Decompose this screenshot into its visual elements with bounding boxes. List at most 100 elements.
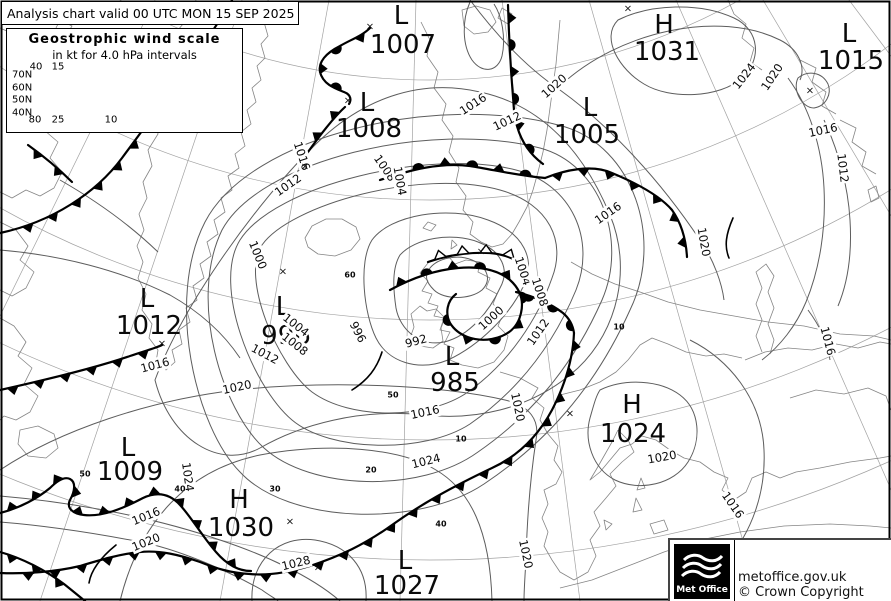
- isobar: [0, 521, 279, 601]
- cold-front-symbol: [329, 110, 340, 121]
- isobar: [469, 0, 725, 301]
- logo-waves-icon: [680, 553, 724, 579]
- chart-title: Analysis chart valid 00 UTC MON 15 SEP 2…: [7, 5, 295, 21]
- cold-front-symbol: [233, 572, 245, 581]
- trough-line: [88, 544, 117, 584]
- occluded-front: [388, 266, 524, 341]
- cold-front-symbol: [55, 577, 65, 588]
- isobar: [610, 6, 756, 96]
- cold-front-symbol: [439, 157, 452, 166]
- cold-front-symbol: [555, 392, 566, 404]
- warm-front-symbol: [330, 45, 342, 55]
- coast-canada2: [0, 221, 35, 297]
- cold-front: [543, 167, 689, 259]
- cold-front-symbol: [85, 366, 98, 376]
- cold-front-symbol: [319, 62, 328, 75]
- coast-uk: [419, 255, 509, 369]
- cold-front-symbol: [181, 556, 193, 566]
- copyright: © Crown Copyright: [738, 585, 864, 600]
- cold-front-symbol: [677, 236, 687, 249]
- isobar: [823, 119, 851, 307]
- cold-front-symbol: [49, 569, 61, 579]
- chart-title-box: Analysis chart valid 00 UTC MON 15 SEP 2…: [1, 1, 299, 25]
- isobar: [587, 381, 698, 487]
- coast-greenland: [136, 0, 272, 371]
- coast-france-iberia: [499, 371, 635, 581]
- wind-scale-lat-label: 60N: [12, 82, 33, 94]
- cold-front-symbol: [478, 243, 494, 254]
- cold-front-symbol: [312, 132, 323, 142]
- cold-front-symbol: [502, 456, 513, 467]
- cold-front-symbol: [47, 211, 58, 222]
- warm-front-symbol: [519, 169, 532, 177]
- isobar: [0, 495, 341, 601]
- coast-norway: [420, 19, 561, 248]
- cold-front-symbol: [174, 498, 185, 508]
- cold-front-symbol: [447, 260, 460, 270]
- isobar: [761, 77, 825, 361]
- cold-front-symbol: [191, 519, 202, 530]
- wind-scale-bottom-label: 25: [51, 114, 65, 126]
- cold-front-symbol: [629, 180, 641, 191]
- coast-faroe: [422, 221, 458, 250]
- cold-front-symbol: [6, 501, 19, 512]
- cold-front-symbol: [669, 211, 680, 223]
- wind-scale-lat-label: 50N: [12, 94, 33, 106]
- coast-iceland: [304, 218, 361, 257]
- footer-text: metoffice.gov.uk © Crown Copyright: [734, 540, 891, 601]
- wind-scale-bottom-label: 80: [28, 114, 42, 126]
- cold-front-symbol: [510, 65, 520, 78]
- cold-front-symbol: [33, 149, 44, 160]
- cold-front-symbol: [207, 564, 219, 575]
- wind-scale-subtitle: in kt for 4.0 hPa intervals: [52, 48, 197, 62]
- coast-gotland: [867, 185, 880, 203]
- cold-front-symbol: [71, 506, 84, 516]
- isobar: [426, 256, 488, 298]
- cold-front-symbol: [33, 379, 45, 389]
- cold-front-symbol: [407, 507, 418, 518]
- cold-front-symbol: [111, 358, 123, 368]
- coast-ireland: [409, 305, 446, 349]
- isobar: [154, 87, 621, 456]
- cold-front-symbol: [31, 490, 42, 501]
- cold-front-symbol: [137, 349, 149, 360]
- cold-front: [0, 477, 253, 573]
- footer-box: Met Office metoffice.gov.uk © Crown Copy…: [668, 538, 891, 601]
- cold-front-symbol: [71, 485, 82, 498]
- trough-line: [351, 351, 383, 391]
- isobar: [186, 113, 645, 515]
- cold-front-symbol: [572, 339, 581, 352]
- met-office-logo: Met Office: [674, 544, 730, 599]
- cold-front-symbol: [500, 269, 511, 280]
- cold-front-symbol: [541, 416, 552, 427]
- wind-scale-box: Geostrophic wind scale in kt for 4.0 hPa…: [6, 28, 243, 133]
- isobar: [251, 538, 367, 601]
- cold-front-symbol: [508, 11, 517, 24]
- cold-front-symbol: [31, 564, 43, 575]
- isobars: [0, 0, 851, 601]
- cold-front-symbol: [22, 572, 35, 581]
- cold-front-symbol: [148, 486, 161, 496]
- cold-front: [0, 343, 164, 392]
- cold-front-symbol: [653, 193, 663, 204]
- wind-scale-top-label: 15: [51, 61, 65, 73]
- cold-front-symbol: [454, 481, 465, 492]
- warm-front-symbol: [442, 314, 451, 326]
- trough-line: [725, 217, 734, 259]
- cold-front-symbol: [462, 335, 474, 345]
- cold-front-symbol: [354, 32, 365, 43]
- cold-front-symbol: [92, 180, 103, 191]
- cold-front-symbol: [396, 276, 408, 287]
- cold-front-symbol: [128, 551, 140, 561]
- isobar: [0, 249, 241, 359]
- cold-front-symbol: [433, 249, 448, 261]
- coast-newfoundland: [17, 425, 59, 459]
- cold-front-symbol: [154, 551, 167, 561]
- isobar: [230, 163, 584, 446]
- cold-front-symbol: [501, 248, 516, 261]
- trough-lines: [88, 217, 734, 584]
- cold-front-symbol: [478, 469, 489, 480]
- isobar: [119, 447, 493, 601]
- cold-front-symbol: [98, 505, 111, 515]
- cold-front-symbol: [430, 494, 441, 505]
